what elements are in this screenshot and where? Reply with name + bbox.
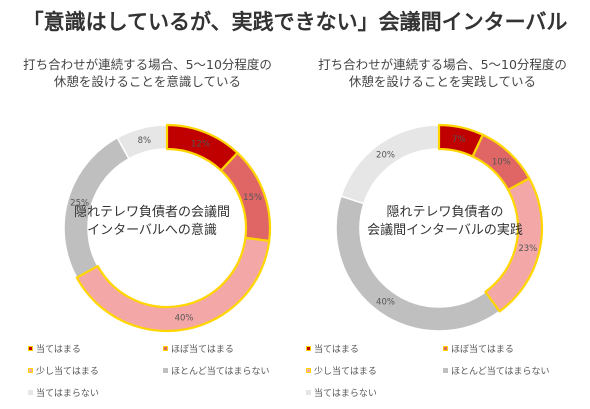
legend-item: ほぼ当てはまる bbox=[163, 342, 234, 355]
legend-item: 当てはまらない bbox=[28, 386, 99, 399]
legend-swatch bbox=[28, 390, 33, 395]
donut-center-label: 隠れテレワ負債者の 会議間インターバルの実践 bbox=[350, 204, 540, 240]
legend-item: 少し当てはまる bbox=[28, 364, 99, 377]
legend-item: ほとんど当てはまらない bbox=[163, 364, 270, 377]
legend-swatch bbox=[163, 346, 168, 351]
donut-slice bbox=[340, 124, 440, 205]
chart-subtitle-line: 休憩を設けることを実践している bbox=[348, 74, 537, 89]
donut-center-label: 隠れテレワ負債者の会議間 インターバルへの意識 bbox=[67, 204, 237, 240]
page-title: 「意識はしているが、実践できない」会議間インターバル bbox=[22, 10, 568, 34]
legend-label: 少し当てはまる bbox=[36, 367, 99, 377]
legend-label: ほぼ当てはまる bbox=[451, 345, 514, 355]
donut-center-line: インターバルへの意識 bbox=[87, 223, 217, 238]
legend-label: 当てはまる bbox=[314, 345, 359, 355]
slice-value-label: 40% bbox=[376, 298, 395, 308]
slice-value-label: 40% bbox=[175, 313, 194, 323]
slice-value-label: 23% bbox=[518, 244, 537, 254]
legend-swatch bbox=[306, 346, 311, 351]
donut-chart-practice: 7% 10% 23% 40% 20% bbox=[335, 123, 544, 332]
legend-item: 当てはまらない bbox=[306, 386, 377, 399]
slice-value-label: 12% bbox=[191, 139, 210, 149]
slice-value-label: 25% bbox=[70, 199, 89, 209]
chart-subtitle-line: 休憩を設けることを意識している bbox=[53, 74, 242, 89]
donut-slice bbox=[75, 236, 271, 333]
slice-value-label: 15% bbox=[243, 193, 262, 203]
legend-label: ほとんど当てはまらない bbox=[171, 367, 270, 377]
legend-swatch bbox=[28, 346, 33, 351]
legend-item: 当てはまる bbox=[306, 342, 359, 355]
legend-item: ほとんど当てはまらない bbox=[443, 364, 550, 377]
donut-center-line: 会議間インターバルの実践 bbox=[367, 223, 523, 238]
chart-subtitle-line: 打ち合わせが連続する場合、5〜10分程度の bbox=[318, 57, 567, 72]
slice-value-label: 20% bbox=[376, 150, 395, 160]
donut-chart-awareness: 12% 15% 40% 25% 8% bbox=[63, 123, 272, 333]
legend-label: ほぼ当てはまる bbox=[171, 345, 234, 355]
slice-value-label: 10% bbox=[492, 158, 511, 168]
donut-center-line: 隠れテレワ負債者の会議間 bbox=[73, 205, 230, 220]
slice-value-label: 8% bbox=[138, 136, 152, 146]
legend-item: 少し当てはまる bbox=[306, 364, 377, 377]
chart-subtitle: 打ち合わせが連続する場合、5〜10分程度の 休憩を設けることを実践している bbox=[295, 56, 590, 90]
legend-label: 当てはまらない bbox=[36, 389, 99, 399]
legend-label: ほとんど当てはまらない bbox=[451, 367, 550, 377]
slice-value-label: 7% bbox=[452, 135, 466, 145]
chart-subtitle-line: 打ち合わせが連続する場合、5〜10分程度の bbox=[23, 57, 272, 72]
legend-label: 当てはまる bbox=[36, 345, 81, 355]
legend-swatch bbox=[28, 368, 33, 373]
legend-swatch bbox=[306, 368, 311, 373]
legend-item: 当てはまる bbox=[28, 342, 81, 355]
legend-swatch bbox=[306, 390, 311, 395]
donut-center-line: 隠れテレワ負債者の bbox=[386, 205, 504, 220]
chart-subtitle: 打ち合わせが連続する場合、5〜10分程度の 休憩を設けることを意識している bbox=[0, 56, 295, 90]
chart-panel-awareness: 打ち合わせが連続する場合、5〜10分程度の 休憩を設けることを意識している 12… bbox=[0, 56, 295, 409]
legend-swatch bbox=[443, 368, 448, 373]
legend-swatch bbox=[443, 346, 448, 351]
legend-label: 当てはまらない bbox=[314, 389, 377, 399]
legend-swatch bbox=[163, 368, 168, 373]
chart-panel-practice: 打ち合わせが連続する場合、5〜10分程度の 休憩を設けることを実践している 7%… bbox=[295, 56, 590, 409]
donut-slice bbox=[484, 177, 544, 313]
legend-label: 少し当てはまる bbox=[314, 367, 377, 377]
legend-item: ほぼ当てはまる bbox=[443, 342, 514, 355]
